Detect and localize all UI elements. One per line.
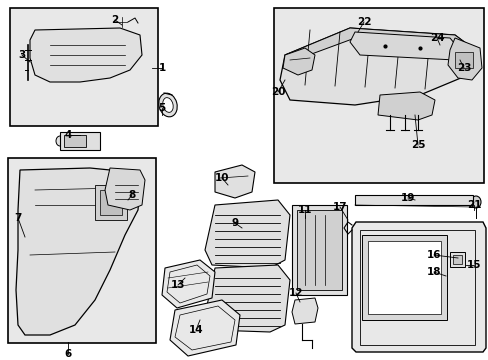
Polygon shape — [283, 48, 314, 75]
Text: 4: 4 — [64, 130, 72, 140]
Text: 9: 9 — [231, 218, 238, 228]
Polygon shape — [215, 165, 254, 198]
Text: 8: 8 — [128, 190, 135, 200]
Text: 13: 13 — [170, 280, 185, 290]
Polygon shape — [170, 300, 240, 356]
Polygon shape — [105, 168, 145, 210]
Text: 12: 12 — [288, 288, 303, 298]
Polygon shape — [447, 38, 481, 80]
Text: 19: 19 — [400, 193, 414, 203]
Polygon shape — [349, 32, 459, 60]
Bar — [291, 205, 346, 295]
Ellipse shape — [56, 136, 64, 146]
Polygon shape — [30, 28, 142, 82]
Bar — [273, 8, 483, 183]
Ellipse shape — [448, 274, 456, 282]
Text: 17: 17 — [332, 202, 346, 212]
Bar — [367, 241, 440, 314]
Polygon shape — [162, 260, 215, 308]
Bar — [359, 230, 474, 345]
Polygon shape — [280, 28, 474, 105]
Ellipse shape — [159, 93, 177, 117]
Text: 15: 15 — [466, 260, 480, 270]
Ellipse shape — [470, 196, 480, 208]
Text: 1: 1 — [158, 63, 165, 73]
Ellipse shape — [117, 17, 127, 27]
Text: 10: 10 — [214, 173, 229, 183]
Text: 16: 16 — [426, 250, 440, 260]
Text: 18: 18 — [426, 267, 440, 277]
Bar — [10, 8, 158, 126]
Text: 5: 5 — [158, 103, 165, 113]
Ellipse shape — [446, 271, 459, 284]
Bar — [8, 158, 156, 343]
Text: 24: 24 — [429, 33, 444, 43]
Ellipse shape — [163, 98, 173, 112]
Text: 11: 11 — [297, 205, 312, 215]
Bar — [452, 255, 461, 264]
Polygon shape — [204, 265, 289, 332]
Bar — [95, 185, 127, 220]
Ellipse shape — [31, 236, 39, 244]
Ellipse shape — [25, 230, 45, 250]
Polygon shape — [285, 28, 474, 62]
Text: 21: 21 — [466, 200, 480, 210]
Polygon shape — [204, 200, 289, 268]
Bar — [361, 235, 446, 320]
Bar — [449, 252, 464, 267]
Text: 22: 22 — [356, 17, 370, 27]
Text: 23: 23 — [456, 63, 470, 73]
Bar — [296, 210, 341, 290]
Ellipse shape — [20, 225, 50, 255]
Bar — [60, 132, 100, 150]
Text: 7: 7 — [14, 213, 21, 223]
Polygon shape — [291, 298, 317, 324]
Polygon shape — [16, 168, 140, 335]
Text: 2: 2 — [111, 15, 119, 25]
Bar — [454, 52, 472, 68]
Bar — [64, 135, 86, 147]
Bar — [354, 195, 472, 205]
Text: 3: 3 — [19, 50, 25, 60]
Bar — [100, 190, 122, 215]
Text: 20: 20 — [270, 87, 285, 97]
Polygon shape — [351, 222, 485, 352]
Text: 14: 14 — [188, 325, 203, 335]
Text: 6: 6 — [64, 349, 71, 359]
Ellipse shape — [75, 51, 101, 65]
Polygon shape — [377, 92, 434, 120]
Text: 25: 25 — [410, 140, 425, 150]
Ellipse shape — [70, 47, 105, 69]
